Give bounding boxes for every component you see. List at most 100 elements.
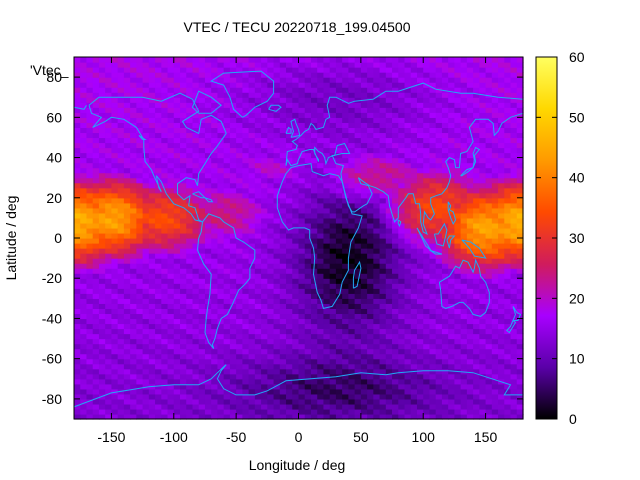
heatmap-cell <box>279 253 287 259</box>
heatmap-cell <box>273 348 281 355</box>
heatmap-cell <box>323 67 331 73</box>
heatmap-cell <box>98 197 106 204</box>
heatmap-cell <box>298 253 306 259</box>
heatmap-cell <box>423 122 431 128</box>
heatmap-cell <box>310 293 318 299</box>
heatmap-cell <box>279 127 287 134</box>
heatmap-cell <box>273 162 281 169</box>
heatmap-cell <box>398 177 406 184</box>
heatmap-cell <box>335 353 343 360</box>
heatmap-cell <box>136 222 144 229</box>
heatmap-cell <box>416 328 424 335</box>
heatmap-cell <box>242 273 250 279</box>
heatmap-cell <box>279 137 287 144</box>
heatmap-cell <box>367 97 374 103</box>
heatmap-cell <box>304 333 312 340</box>
heatmap-cell <box>342 388 349 395</box>
heatmap-cell <box>236 87 243 93</box>
heatmap-cell <box>329 112 337 118</box>
heatmap-cell <box>367 207 374 214</box>
heatmap-cell <box>435 393 443 400</box>
heatmap-cell <box>498 182 505 189</box>
heatmap-cell <box>348 97 356 103</box>
heatmap-cell <box>342 328 349 335</box>
heatmap-cell <box>161 333 169 340</box>
heatmap-cell <box>398 303 406 309</box>
heatmap-cell <box>173 313 181 320</box>
heatmap-cell <box>385 403 393 410</box>
heatmap-cell <box>310 132 318 139</box>
heatmap-cell <box>148 147 156 154</box>
heatmap-cell <box>279 313 287 320</box>
heatmap-cell <box>385 187 393 194</box>
heatmap-cell <box>117 378 125 385</box>
heatmap-cell <box>498 243 505 249</box>
heatmap-cell <box>379 343 387 350</box>
heatmap-cell <box>485 132 493 139</box>
heatmap-cell <box>342 378 349 385</box>
heatmap-cell <box>161 122 169 128</box>
heatmap-cell <box>473 127 480 134</box>
heatmap-cell <box>354 408 362 415</box>
heatmap-cell <box>435 232 443 239</box>
heatmap-cell <box>211 137 219 144</box>
heatmap-cell <box>404 82 412 88</box>
heatmap-cell <box>460 172 468 179</box>
heatmap-cell <box>473 82 480 88</box>
heatmap-cell <box>367 308 374 315</box>
heatmap-cell <box>298 328 306 335</box>
heatmap-cell <box>198 67 206 73</box>
heatmap-cell <box>491 333 499 340</box>
heatmap-cell <box>142 202 150 209</box>
heatmap-cell <box>310 227 318 234</box>
heatmap-cell <box>111 72 119 78</box>
heatmap-cell <box>155 313 162 320</box>
heatmap-cell <box>348 388 356 395</box>
heatmap-cell <box>404 162 412 169</box>
heatmap-cell <box>310 393 318 400</box>
heatmap-cell <box>354 57 362 63</box>
heatmap-cell <box>367 232 374 239</box>
heatmap-cell <box>217 192 225 199</box>
heatmap-cell <box>454 217 462 224</box>
heatmap-cell <box>204 217 212 224</box>
heatmap-cell <box>279 117 287 123</box>
heatmap-cell <box>273 87 281 93</box>
heatmap-cell <box>242 353 250 360</box>
heatmap-cell <box>217 92 225 98</box>
heatmap-cell <box>254 192 262 199</box>
heatmap-cell <box>192 67 200 73</box>
heatmap-cell <box>466 413 474 420</box>
heatmap-cell <box>117 97 125 103</box>
heatmap-cell <box>248 323 256 330</box>
heatmap-cell <box>304 227 312 234</box>
heatmap-cell <box>498 373 505 380</box>
heatmap-cell <box>348 182 356 189</box>
heatmap-cell <box>423 273 431 279</box>
heatmap-cell <box>429 313 437 320</box>
heatmap-cell <box>416 273 424 279</box>
heatmap-cell <box>186 283 194 289</box>
heatmap-cell <box>130 388 137 395</box>
heatmap-cell <box>473 112 480 118</box>
heatmap-cell <box>130 333 137 340</box>
heatmap-cell <box>136 82 144 88</box>
heatmap-cell <box>504 353 512 360</box>
heatmap-cell <box>279 413 287 420</box>
heatmap-cell <box>223 82 231 88</box>
heatmap-cell <box>148 137 156 144</box>
heatmap-cell <box>473 358 480 365</box>
heatmap-cell <box>454 273 462 279</box>
heatmap-cell <box>180 217 187 224</box>
heatmap-cell <box>454 97 462 103</box>
heatmap-cell <box>248 112 256 118</box>
heatmap-cell <box>204 373 212 380</box>
heatmap-cell <box>267 132 275 139</box>
heatmap-cell <box>155 293 162 299</box>
heatmap-cell <box>379 192 387 199</box>
heatmap-cell <box>342 353 349 360</box>
heatmap-cell <box>335 238 343 244</box>
heatmap-cell <box>254 313 262 320</box>
heatmap-cell <box>398 288 406 294</box>
heatmap-cell <box>198 238 206 244</box>
